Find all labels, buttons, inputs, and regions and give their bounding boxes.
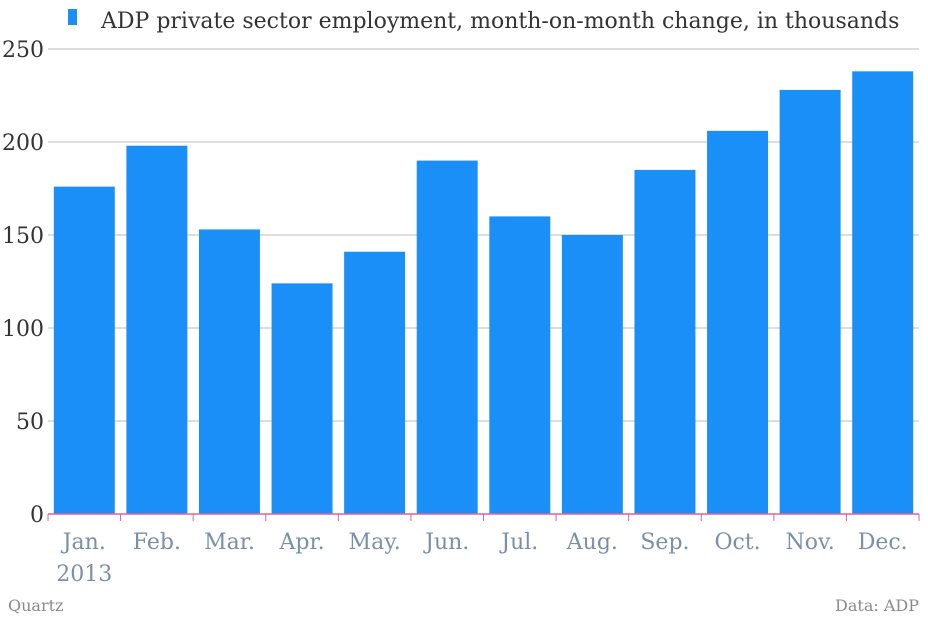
bar bbox=[561, 235, 623, 514]
bar bbox=[271, 283, 333, 514]
bar bbox=[707, 130, 769, 514]
y-tick-label: 250 bbox=[2, 38, 44, 63]
y-tick-label: 100 bbox=[2, 317, 44, 342]
footer-source-left: Quartz bbox=[8, 596, 63, 615]
legend-swatch bbox=[68, 9, 77, 25]
gridlines bbox=[48, 48, 919, 422]
x-tick-label: Feb. bbox=[133, 530, 181, 555]
bar bbox=[489, 216, 551, 514]
footer-source-right: Data: ADP bbox=[835, 596, 919, 615]
legend-label: ADP private sector employment, month-on-… bbox=[100, 9, 899, 34]
legend: ADP private sector employment, month-on-… bbox=[68, 9, 899, 34]
x-axis bbox=[47, 513, 920, 521]
x-tick-labels: Jan. Feb. Mar. Apr. May. Jun. Jul. Aug. Sep. Oct.… bbox=[56, 530, 907, 587]
bar bbox=[779, 89, 841, 515]
bar bbox=[416, 160, 478, 514]
bar bbox=[126, 145, 188, 514]
x-tick-label: Aug. bbox=[566, 530, 618, 555]
x-tick-label: Sep. bbox=[640, 530, 689, 555]
y-tick-label: 200 bbox=[2, 131, 44, 156]
y-tick-label: 50 bbox=[16, 410, 44, 435]
x-tick-label: Jan. bbox=[61, 530, 106, 555]
x-tick-label: Dec. bbox=[858, 530, 908, 555]
bar bbox=[198, 229, 260, 515]
x-tick-sublabel-year: 2013 bbox=[56, 562, 112, 587]
bar bbox=[53, 186, 115, 514]
y-tick-labels: 0 50 100 150 200 250 bbox=[2, 38, 44, 528]
x-tick-label: Mar. bbox=[204, 530, 255, 555]
bar bbox=[344, 251, 406, 515]
x-tick-label: May. bbox=[349, 530, 401, 555]
x-tick-label: Apr. bbox=[279, 530, 325, 555]
bar bbox=[634, 169, 696, 514]
y-tick-label: 150 bbox=[2, 224, 44, 249]
y-tick-label: 0 bbox=[30, 503, 44, 528]
x-tick-label: Jul. bbox=[499, 530, 538, 555]
x-tick-label: Jun. bbox=[423, 530, 469, 555]
bars bbox=[53, 71, 914, 515]
x-tick-label: Nov. bbox=[785, 530, 834, 555]
bar bbox=[852, 71, 914, 514]
x-tick-label: Oct. bbox=[714, 530, 760, 555]
